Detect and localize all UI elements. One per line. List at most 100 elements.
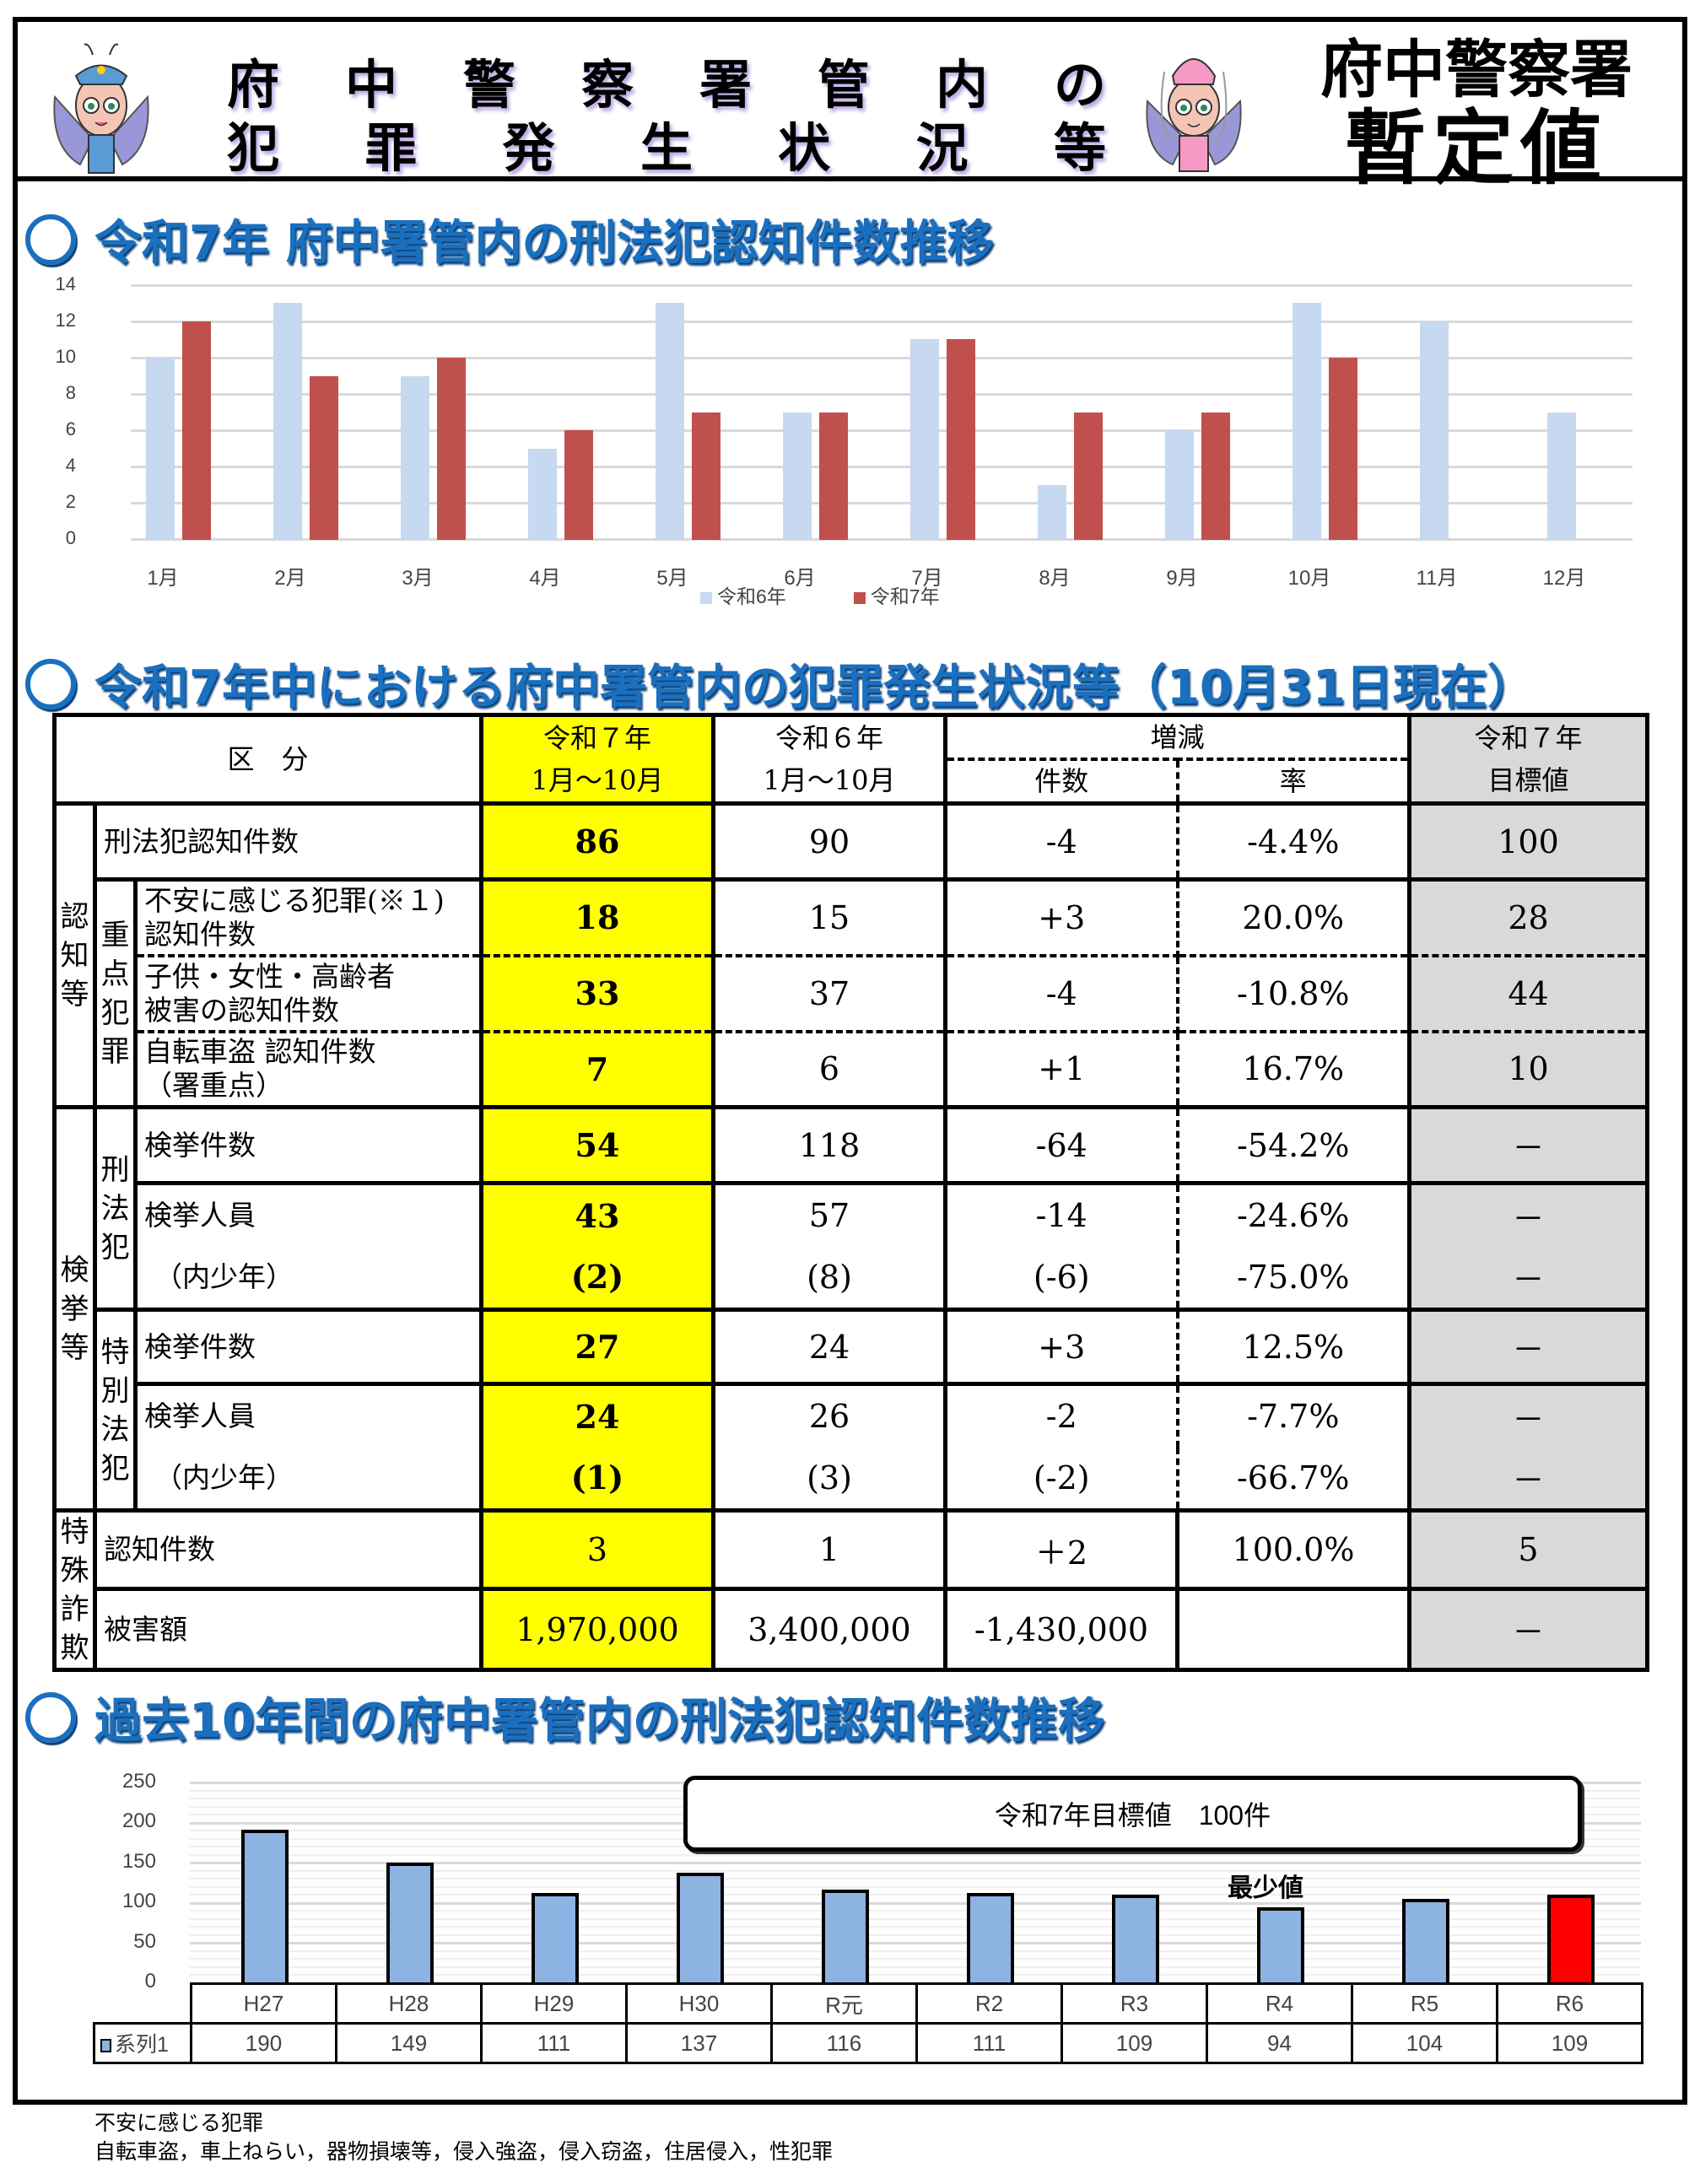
cell-r6: 1 (711, 1507, 947, 1592)
bar-令和7年-6月 (819, 412, 848, 540)
circle-bullet-icon (25, 658, 76, 709)
header-change: 増減 (942, 713, 1412, 761)
row-label: 自転車盗 認知件数 （署重点） (133, 1029, 483, 1109)
row-label: 検挙件数 (133, 1308, 483, 1386)
bar-令和6年-6月 (783, 412, 812, 540)
group-label-sagi: 特殊詐欺 (52, 1508, 97, 1672)
bar-令和6年-9月 (1165, 430, 1194, 540)
gridline (131, 466, 1633, 468)
cell-r6: 3,400,000 (711, 1587, 947, 1672)
legend-swatch-icon (100, 2039, 111, 2053)
x-tick: 12月 (1542, 567, 1586, 590)
cell-diff: (-6) (943, 1246, 1179, 1312)
gridline (190, 1869, 1641, 1872)
table-row: （内少年） (1) (3) (-2) -66.7% － (55, 1447, 1650, 1513)
cell-rate: 12.5% (1175, 1308, 1412, 1386)
bar-令和6年-11月 (1420, 321, 1449, 540)
bar-R2 (967, 1893, 1014, 1982)
x-tick: 7月 (911, 567, 943, 590)
cell-rate: -54.2% (1175, 1105, 1412, 1185)
gridline (190, 1958, 1641, 1960)
bar-令和7年-5月 (692, 412, 720, 540)
year-value: 109 (1060, 2022, 1208, 2064)
cell-target: 100 (1407, 801, 1650, 882)
cell-r6: 6 (711, 1029, 947, 1109)
gridline (190, 1878, 1641, 1880)
gridline (190, 1894, 1641, 1896)
group-label-tokubetsu: 特別法犯 (93, 1308, 138, 1513)
gridline (190, 1949, 1641, 1952)
row-label: （内少年） (133, 1246, 483, 1312)
header-char: 況 (915, 117, 969, 179)
gridline (190, 1942, 1641, 1945)
circle-bullet-icon (25, 1691, 76, 1743)
circle-bullet-icon (25, 213, 76, 265)
footnote: 不安に感じる犯罪 自転車盗，車上ねらい，器物損壊等，侵入強盗，侵入窃盗，住居侵入… (94, 2109, 833, 2166)
table-row: 特別法犯 検挙件数 27 24 +3 12.5% － (55, 1308, 1650, 1513)
header-char: 警 (462, 54, 515, 116)
header: 府 中 警 察 署 管 内 の 犯 罪 発 生 状 況 等 府中警察署 暫定値 (13, 17, 1687, 191)
header-target-label: 目標値 (1407, 759, 1650, 806)
y-tick: 50 (133, 1930, 156, 1953)
header-char: 察 (580, 54, 634, 116)
bar-令和6年-7月 (910, 339, 939, 540)
legend-swatch-icon (853, 591, 866, 604)
cell-rate: 20.0% (1175, 877, 1412, 957)
row-label: 刑法犯認知件数 (93, 801, 483, 882)
table-row: 検挙等 刑法犯 検挙件数 54 118 -64 -54.2% － (52, 1105, 1650, 1513)
cell-r7: 3 (479, 1507, 715, 1592)
cell-target: 5 (1407, 1507, 1650, 1592)
header-r7-period: 1月～10月 (479, 759, 715, 806)
x-tick: 2月 (274, 567, 306, 590)
cell-r7: 7 (479, 1029, 715, 1109)
cell-diff: -64 (943, 1105, 1179, 1185)
bar-R6 (1547, 1895, 1595, 1982)
y-tick: 2 (65, 491, 76, 512)
cell-r6: 37 (711, 953, 947, 1033)
x-tick: 3月 (402, 567, 434, 590)
bar-令和6年-4月 (528, 449, 557, 540)
cell-diff: -14 (943, 1181, 1179, 1247)
gridline (131, 502, 1633, 504)
table-row: 検挙人員 24 26 -2 -7.7% － (55, 1382, 1650, 1448)
year-value: 111 (915, 2022, 1063, 2064)
gridline (190, 1974, 1641, 1976)
cell-diff: +1 (943, 1029, 1179, 1109)
group-label-kenkyo: 検挙等 (52, 1105, 97, 1513)
header-char: 管 (817, 54, 870, 116)
gridline (190, 1885, 1641, 1888)
table-row: 特殊詐欺 認知件数 3 1 ＋2 100.0% 5 (52, 1507, 1650, 1672)
cell-r7: 18 (479, 877, 715, 957)
row-label: 検挙人員 (133, 1382, 483, 1448)
legend-item-r7: 令和7年 (853, 580, 940, 609)
year-label: R4 (1206, 1982, 1353, 2025)
gridline (190, 1853, 1641, 1856)
x-tick: 10月 (1287, 567, 1331, 590)
police-mascot-female-icon (1139, 38, 1249, 181)
bar-令和7年-1月 (182, 321, 211, 540)
year-value: 190 (190, 2022, 337, 2064)
x-tick: 8月 (1039, 567, 1071, 590)
bar-令和6年-12月 (1547, 412, 1576, 540)
table-row: 検挙人員 43 57 -14 -24.6% － (55, 1181, 1650, 1247)
bar-H29 (532, 1893, 579, 1982)
empty-corner (94, 1983, 192, 2025)
bar-令和7年-3月 (437, 358, 466, 540)
stamp-provisional: 暫定値 (1345, 101, 1608, 196)
bar-H30 (677, 1872, 724, 1982)
gridline (131, 393, 1633, 396)
gridline (131, 284, 1633, 287)
cell-r7: 24 (479, 1382, 715, 1448)
header-char: 署 (699, 54, 752, 116)
gridline (190, 1966, 1641, 1968)
y-tick: 0 (65, 527, 76, 548)
header-change-count: 件数 (943, 758, 1179, 806)
header-char: 中 (344, 54, 397, 116)
header-char: 生 (640, 117, 693, 179)
legend-label: 令和7年 (870, 585, 940, 607)
cell-rate: -66.7% (1175, 1447, 1412, 1513)
year-label: R元 (770, 1982, 918, 2025)
row-label: 検挙件数 (133, 1105, 483, 1185)
row-label: 認知件数 (93, 1507, 483, 1592)
section2-title: 令和7年中における府中署管内の犯罪発生状況等（10月31日現在） (25, 650, 1535, 718)
